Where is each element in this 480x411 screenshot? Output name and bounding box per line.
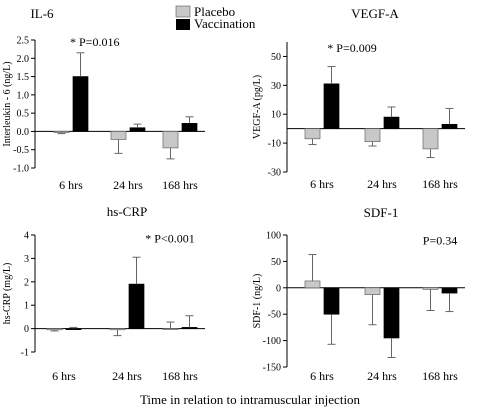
y-tick-label: 50 <box>271 257 281 268</box>
bar-placebo <box>364 128 381 143</box>
y-tick-label: 2.5 <box>17 36 30 47</box>
bar-vaccination <box>181 123 198 132</box>
significance-annotation: * P<0.001 <box>145 232 194 246</box>
bar-vaccination <box>129 127 146 132</box>
y-axis-label: Interleukin - 6 (ng/L) <box>2 61 13 146</box>
x-tick-label: 168 hrs <box>162 369 198 383</box>
bar-vaccination <box>441 123 458 130</box>
y-axis-label: SDF-1 (ng/L) <box>252 274 263 329</box>
y-tick-label: 2.0 <box>17 54 30 65</box>
legend: Placebo Vaccination <box>175 4 256 31</box>
y-tick-label: -30 <box>268 168 281 179</box>
x-tick-label: 6 hrs <box>310 177 334 191</box>
y-tick-label: -1.0 <box>13 164 29 175</box>
bar-vaccination <box>181 327 198 329</box>
bar-vaccination <box>383 287 400 339</box>
y-tick-label: 30 <box>271 81 281 92</box>
x-tick-label: 6 hrs <box>310 369 334 383</box>
y-tick-label: -0.5 <box>13 145 29 156</box>
y-tick-label: -100 <box>263 336 281 347</box>
bar-vaccination <box>128 283 145 329</box>
y-tick-label: -50 <box>268 310 281 321</box>
bar-placebo <box>364 287 381 296</box>
panel-title: SDF-1 <box>364 205 399 220</box>
x-tick-label: 24 hrs <box>367 369 397 383</box>
bar-vaccination <box>72 76 89 132</box>
panel-vegfa: VEGF-A VEGF-A (pg/L) -30 -10 10 30 50 6 hrs 24 h… <box>252 6 465 191</box>
x-axis-label: Time in relation to intramuscular inject… <box>140 392 361 407</box>
y-tick-label: 100 <box>266 231 281 242</box>
panel-title: VEGF-A <box>351 6 399 21</box>
bar-placebo <box>304 128 321 140</box>
y-axis-label: hs-CRP (mg/L) <box>2 263 13 325</box>
x-tick-label: 24 hrs <box>112 369 142 383</box>
y-tick-label: 3 <box>24 254 29 265</box>
bar-placebo <box>46 328 63 331</box>
bar-placebo <box>304 280 321 289</box>
x-tick-label: 6 hrs <box>52 369 76 383</box>
y-tick-label: 4 <box>24 231 29 242</box>
panel-title: IL-6 <box>30 6 54 21</box>
legend-swatch-vaccination <box>176 19 190 30</box>
y-tick-label: 0 <box>24 324 29 335</box>
y-tick-label: -1 <box>21 348 29 359</box>
y-tick-label: 1 <box>24 301 29 312</box>
bar-placebo <box>422 287 439 290</box>
y-axis-label: VEGF-A (pg/L) <box>252 75 263 139</box>
y-tick-label: -10 <box>268 139 281 150</box>
y-tick-label: 1.0 <box>17 90 30 101</box>
x-tick-label: 168 hrs <box>422 177 458 191</box>
panel-hscrp: hs-CRP hs-CRP (mg/L) -1 0 1 2 3 4 6 hrs 24 hrs 168… <box>2 204 205 383</box>
y-tick-label: 0 <box>276 283 281 294</box>
y-tick-label: 50 <box>271 52 281 63</box>
panel-il6: IL-6 Interleukin - 6 (ng/L) -1.0 -0.5 0.0 0.5… <box>2 6 205 192</box>
y-tick-label: -150 <box>263 363 281 374</box>
bar-placebo <box>162 328 179 330</box>
y-tick-label: 2 <box>24 277 29 288</box>
y-tick-label: 0.5 <box>17 109 30 120</box>
significance-annotation: * P=0.009 <box>327 41 376 55</box>
panel-title: hs-CRP <box>107 204 147 219</box>
y-tick-label: 10 <box>271 110 281 121</box>
bar-placebo <box>109 328 126 331</box>
bar-vaccination <box>323 287 340 315</box>
x-tick-label: 6 hrs <box>59 178 83 192</box>
panel-sdf1: SDF-1 SDF-1 (ng/L) -150 -100 -50 0 50 100 6 hrs 2… <box>252 205 465 383</box>
bar-vaccination <box>323 83 340 130</box>
y-tick-label: 0.0 <box>17 127 30 138</box>
x-tick-label: 24 hrs <box>367 177 397 191</box>
bar-vaccination <box>65 328 82 330</box>
bar-placebo <box>422 128 439 150</box>
significance-annotation: * P=0.016 <box>70 35 119 49</box>
significance-annotation: P=0.34 <box>423 233 457 247</box>
bar-vaccination <box>383 116 400 130</box>
bar-placebo <box>53 131 70 133</box>
x-tick-label: 24 hrs <box>113 178 143 192</box>
bar-vaccination <box>441 287 458 294</box>
legend-label-vaccination: Vaccination <box>194 16 256 31</box>
bar-placebo <box>110 131 127 140</box>
bar-placebo <box>162 131 179 149</box>
x-tick-label: 168 hrs <box>422 369 458 383</box>
x-tick-label: 168 hrs <box>162 178 198 192</box>
y-tick-label: 1.5 <box>17 72 30 83</box>
legend-label-placebo: Placebo <box>194 4 235 19</box>
legend-swatch-placebo <box>175 5 191 18</box>
